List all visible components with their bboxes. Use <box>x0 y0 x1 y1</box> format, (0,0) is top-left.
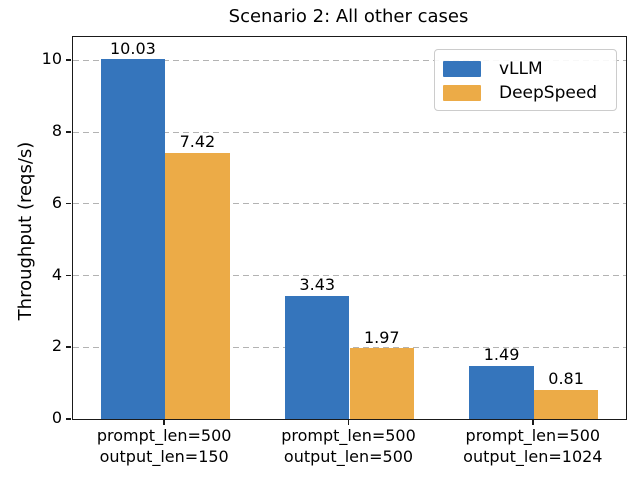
legend-item-deepspeed: DeepSpeed <box>443 81 616 105</box>
bar-vllm-group1 <box>100 59 166 419</box>
y-tick-label: 10 <box>41 49 62 69</box>
legend-item-vllm: vLLM <box>443 57 616 81</box>
chart-title: Scenario 2: All other cases <box>228 6 469 27</box>
y-axis-label: Throughput (reqs/s) <box>15 141 36 321</box>
legend-swatch-deepspeed <box>443 85 481 101</box>
bar-deepspeed-group3 <box>533 389 599 419</box>
bar-value-label: 0.81 <box>548 369 584 389</box>
legend-swatch-vllm <box>443 61 481 77</box>
bar-value-label: 7.42 <box>179 132 216 152</box>
bar-deepspeed-group2 <box>349 348 415 419</box>
y-gridline <box>73 346 626 348</box>
bar-vllm-group3 <box>469 365 534 419</box>
y-tick-mark <box>66 418 71 420</box>
y-gridline <box>73 203 626 205</box>
x-tick-mark <box>163 420 165 425</box>
x-tick-label: prompt_len=500 output_len=1024 <box>463 426 603 466</box>
bar-value-label: 3.43 <box>299 275 336 295</box>
x-tick-mark <box>347 420 350 425</box>
legend: vLLM DeepSpeed <box>434 49 617 111</box>
bar-vllm-group2 <box>284 295 350 419</box>
legend-label: vLLM <box>499 59 543 79</box>
y-tick-mark <box>66 59 71 61</box>
y-gridline <box>73 275 626 277</box>
y-tick-mark <box>66 346 71 348</box>
bar-deepspeed-group1 <box>165 152 230 419</box>
bar-value-label: 10.03 <box>110 38 156 58</box>
y-tick-mark <box>66 274 71 277</box>
y-tick-label: 6 <box>51 192 62 212</box>
y-tick-label: 2 <box>51 336 62 356</box>
y-tick-label: 8 <box>51 121 62 141</box>
y-tick-label: 0 <box>51 408 62 427</box>
x-tick-label: prompt_len=500 output_len=150 <box>96 426 232 466</box>
y-gridline <box>73 131 626 133</box>
x-tick-mark <box>532 420 534 425</box>
y-tick-mark <box>66 131 71 133</box>
x-tick-label: prompt_len=500 output_len=500 <box>281 426 416 466</box>
legend-label: DeepSpeed <box>499 83 598 103</box>
y-gridline <box>73 59 626 61</box>
bar-value-label: 1.49 <box>483 344 520 364</box>
y-tick-mark <box>66 202 71 205</box>
y-tick-label: 4 <box>51 264 62 284</box>
bar-value-label: 1.97 <box>363 327 400 347</box>
